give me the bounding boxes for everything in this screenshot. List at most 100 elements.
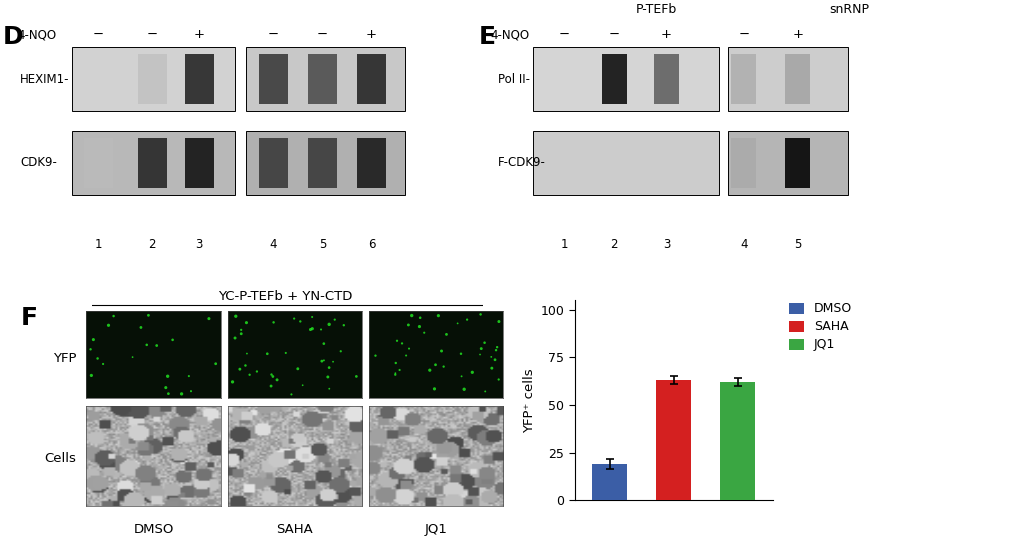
Point [228,312,244,321]
Point [225,378,241,386]
Point [302,325,318,334]
Text: 1: 1 [95,238,103,251]
Point [430,311,446,320]
Point [387,369,404,378]
Bar [533,47,719,111]
Text: F: F [20,306,38,330]
Point [82,345,99,354]
Point [489,342,505,351]
Point [427,360,443,369]
Point [472,350,488,359]
Bar [785,54,811,105]
Point [263,381,280,390]
Text: −: − [738,28,750,41]
Bar [728,131,848,195]
Point [183,387,199,396]
Point [484,364,500,373]
Point [95,360,111,369]
Text: Pol II-: Pol II- [498,73,530,86]
Bar [84,138,113,188]
Text: 4-NQO: 4-NQO [17,28,56,41]
Point [450,319,466,328]
Text: +: + [366,28,377,41]
Point [315,339,332,348]
Point [101,321,117,330]
Point [321,384,338,393]
Bar [728,47,848,111]
Bar [731,138,757,188]
Point [140,311,157,320]
Bar [533,131,719,195]
Point [292,317,308,326]
Point [89,354,106,363]
Point [319,373,336,381]
Text: +: + [194,28,204,41]
Point [435,362,452,371]
Point [265,318,282,327]
Text: SAHA: SAHA [277,523,313,535]
Bar [185,54,214,105]
Point [133,323,149,332]
Text: 2: 2 [148,238,156,251]
Point [394,339,410,348]
Text: 2: 2 [610,238,618,251]
Point [483,353,499,361]
Bar [357,138,386,188]
Point [433,346,450,355]
Point [416,328,432,337]
Point [295,381,311,390]
Point [148,341,165,350]
Point [412,313,428,322]
Point [473,310,489,319]
Point [401,320,417,329]
Text: 6: 6 [368,238,375,251]
Point [387,359,404,368]
Text: +: + [792,28,803,41]
Bar [551,54,577,105]
Text: YFP: YFP [53,352,76,365]
Bar [592,464,627,500]
Text: snRNP: snRNP [829,3,870,16]
Point [488,346,504,355]
Point [404,311,420,320]
Point [207,359,224,368]
Point [411,322,427,331]
Point [456,385,472,394]
Text: CDK9-: CDK9- [20,156,57,169]
Point [232,365,248,374]
Bar [137,138,167,188]
Point [259,349,276,358]
Point [313,325,330,334]
Point [284,390,300,399]
Bar [185,138,214,188]
Point [326,315,343,324]
Text: −: − [558,28,570,41]
Point [138,340,155,349]
Bar [654,54,679,105]
Point [304,312,320,321]
Point [454,372,470,381]
Text: 4: 4 [270,238,277,251]
Point [324,358,341,366]
Text: 4: 4 [740,238,747,251]
Point [477,387,493,396]
Point [200,314,217,323]
Point [238,318,254,327]
Bar [785,138,811,188]
Point [388,336,405,345]
Bar [720,382,756,500]
Point [321,320,338,329]
Y-axis label: YFP⁺ cells: YFP⁺ cells [523,368,536,433]
Bar [72,131,235,195]
Point [263,370,280,379]
Bar [137,54,167,105]
Bar [246,47,405,111]
Point [487,355,503,364]
Bar [308,54,337,105]
Bar [602,138,626,188]
Point [422,366,438,375]
Point [268,375,285,384]
Bar [72,47,235,111]
Point [313,357,330,366]
Text: +: + [661,28,672,41]
